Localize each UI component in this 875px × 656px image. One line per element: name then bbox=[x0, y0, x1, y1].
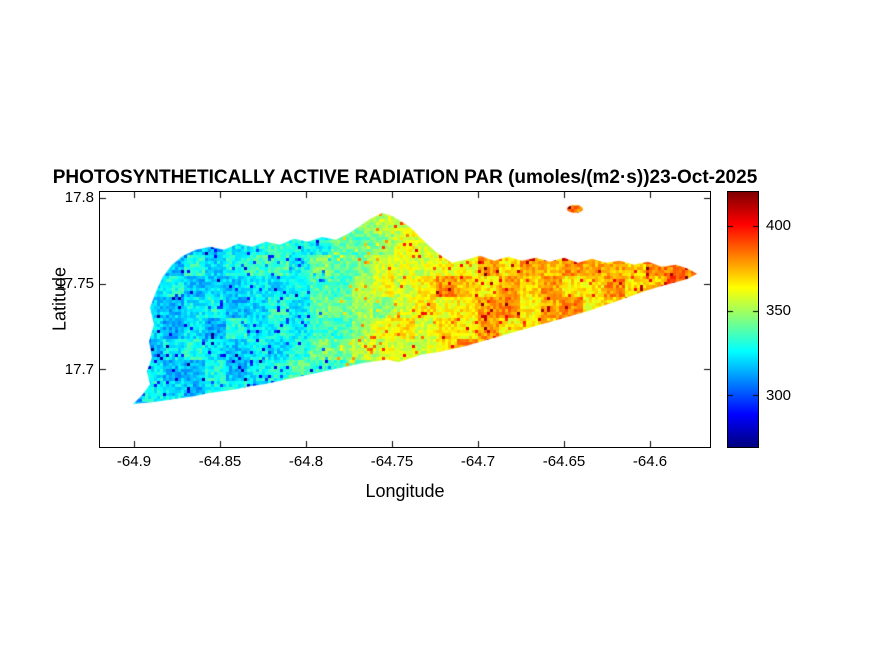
chart-title: PHOTOSYNTHETICALLY ACTIVE RADIATION PAR … bbox=[52, 167, 758, 188]
y-tick-label: 17.8 bbox=[64, 189, 94, 206]
map-canvas bbox=[99, 191, 711, 448]
x-tick-label: -64.6 bbox=[632, 453, 668, 470]
x-tick-label: -64.75 bbox=[370, 453, 414, 470]
y-tick-label: 17.7 bbox=[64, 361, 94, 378]
colorbar-tick-label: 400 bbox=[766, 217, 792, 234]
x-tick-label: -64.7 bbox=[460, 453, 496, 470]
x-tick-label: -64.65 bbox=[542, 453, 586, 470]
colorbar-tick-label: 300 bbox=[766, 387, 792, 404]
y-tick-label: 17.75 bbox=[56, 275, 94, 292]
x-tick-label: -64.85 bbox=[198, 453, 242, 470]
colorbar-canvas bbox=[727, 191, 759, 448]
x-tick-label: -64.9 bbox=[116, 453, 152, 470]
x-tick-label: -64.8 bbox=[288, 453, 324, 470]
x-axis-label: Longitude bbox=[365, 481, 445, 501]
colorbar-tick-label: 350 bbox=[766, 302, 792, 319]
